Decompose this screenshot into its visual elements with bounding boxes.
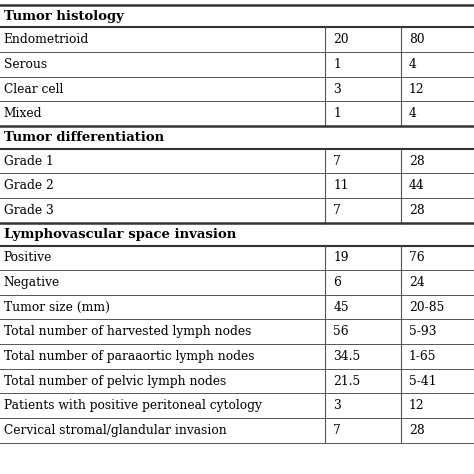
Text: 12: 12 xyxy=(409,82,425,96)
Text: Grade 1: Grade 1 xyxy=(4,155,54,168)
Text: 1: 1 xyxy=(333,107,341,120)
Text: Positive: Positive xyxy=(4,251,52,264)
Text: Clear cell: Clear cell xyxy=(4,82,63,96)
Text: 11: 11 xyxy=(333,179,349,192)
Text: 5-93: 5-93 xyxy=(409,325,437,338)
Text: Lymphovascular space invasion: Lymphovascular space invasion xyxy=(4,228,236,241)
Text: Cervical stromal/glandular invasion: Cervical stromal/glandular invasion xyxy=(4,424,227,437)
Text: Negative: Negative xyxy=(4,276,60,289)
Text: 7: 7 xyxy=(333,424,341,437)
Text: 34.5: 34.5 xyxy=(333,350,360,363)
Text: Tumor differentiation: Tumor differentiation xyxy=(4,131,164,144)
Text: 28: 28 xyxy=(409,424,425,437)
Text: 80: 80 xyxy=(409,33,425,46)
Text: Mixed: Mixed xyxy=(4,107,42,120)
Text: Endometrioid: Endometrioid xyxy=(4,33,89,46)
Text: 12: 12 xyxy=(409,399,425,412)
Text: 20: 20 xyxy=(333,33,349,46)
Text: 56: 56 xyxy=(333,325,349,338)
Text: 1: 1 xyxy=(333,58,341,71)
Text: 21.5: 21.5 xyxy=(333,374,360,388)
Text: Total number of pelvic lymph nodes: Total number of pelvic lymph nodes xyxy=(4,374,226,388)
Text: 76: 76 xyxy=(409,251,425,264)
Text: Grade 2: Grade 2 xyxy=(4,179,54,192)
Text: Patients with positive peritoneal cytology: Patients with positive peritoneal cytolo… xyxy=(4,399,262,412)
Text: 28: 28 xyxy=(409,204,425,217)
Text: 19: 19 xyxy=(333,251,349,264)
Text: Tumor histology: Tumor histology xyxy=(4,9,124,23)
Text: 4: 4 xyxy=(409,107,417,120)
Text: 6: 6 xyxy=(333,276,341,289)
Text: Grade 3: Grade 3 xyxy=(4,204,54,217)
Text: Serous: Serous xyxy=(4,58,47,71)
Text: 45: 45 xyxy=(333,301,349,314)
Text: 44: 44 xyxy=(409,179,425,192)
Text: 4: 4 xyxy=(409,58,417,71)
Text: 3: 3 xyxy=(333,82,341,96)
Text: Total number of paraaortic lymph nodes: Total number of paraaortic lymph nodes xyxy=(4,350,254,363)
Text: 7: 7 xyxy=(333,204,341,217)
Text: 28: 28 xyxy=(409,155,425,168)
Text: 5-41: 5-41 xyxy=(409,374,437,388)
Text: 7: 7 xyxy=(333,155,341,168)
Text: 3: 3 xyxy=(333,399,341,412)
Text: 24: 24 xyxy=(409,276,425,289)
Text: 20-85: 20-85 xyxy=(409,301,445,314)
Text: Tumor size (mm): Tumor size (mm) xyxy=(4,301,110,314)
Text: Total number of harvested lymph nodes: Total number of harvested lymph nodes xyxy=(4,325,251,338)
Text: 1-65: 1-65 xyxy=(409,350,437,363)
